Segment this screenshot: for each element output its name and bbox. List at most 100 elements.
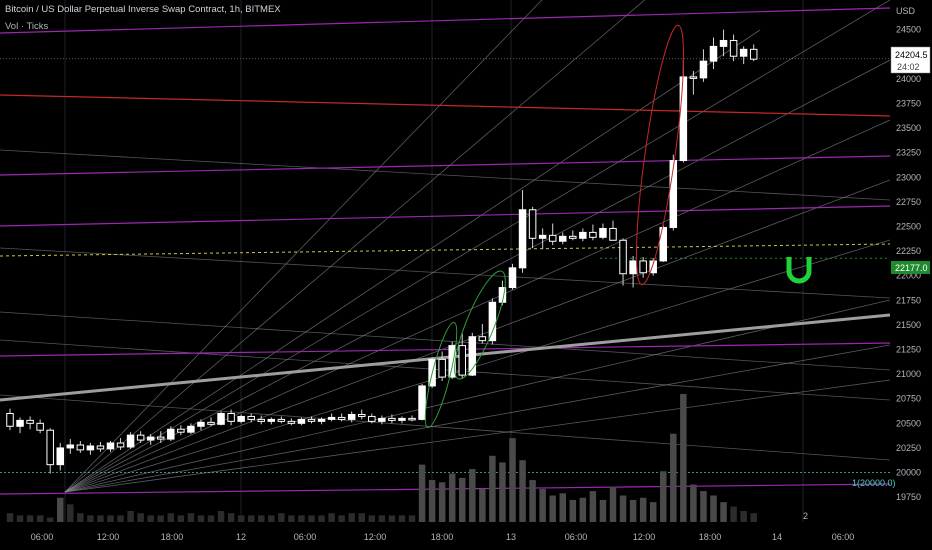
candle-body-up (347, 413, 356, 420)
candle-body-down (247, 415, 255, 420)
magnet-icon[interactable] (786, 257, 812, 284)
volume-bar (36, 515, 44, 522)
candle-body-down (619, 239, 627, 275)
volume-bar (629, 499, 637, 522)
candle-body-down (136, 434, 145, 441)
candle-body-up (398, 417, 406, 421)
candle-body-down (609, 227, 617, 241)
candle-body-up (16, 419, 24, 427)
y-tick-label: 20250 (896, 443, 921, 453)
volume-bar (639, 497, 647, 522)
magenta-level-line (0, 342, 891, 357)
fib-level-label: 1(20000.0) (852, 478, 896, 488)
x-tick-label: 18:00 (431, 532, 454, 542)
price-tags: 24204.5 24:02 22177.0 1(20000.0) 2 (803, 46, 931, 521)
candle-body-up (187, 425, 195, 433)
candle-body-up (106, 442, 115, 450)
x-tick-label: 12:00 (97, 532, 120, 542)
volume-bar (559, 493, 566, 522)
candle-body-up (378, 417, 386, 422)
volume-study-label[interactable]: Vol · Ticks (5, 21, 49, 32)
volume-bar (117, 515, 124, 522)
candle-body-up (659, 226, 667, 262)
candle-body-down (458, 345, 466, 376)
fan-line (64, 299, 891, 493)
candle-body-down (639, 260, 647, 274)
volume-bar (338, 515, 345, 522)
green-ellipse (424, 322, 458, 428)
fan-line (64, 179, 891, 493)
volume-bar (227, 513, 235, 522)
x-tick-label: 12:00 (364, 532, 387, 542)
x-tick-label: 13 (506, 532, 516, 542)
volume-bar (398, 515, 406, 522)
volume-bar (217, 510, 225, 522)
last-price-value: 24204.5 (895, 50, 928, 60)
volume-bar (499, 462, 506, 522)
y-tick-label: 24500 (896, 25, 921, 35)
candle-body-down (368, 415, 376, 422)
x-tick-label: 12 (236, 532, 246, 542)
volume-bar (308, 515, 315, 522)
candle-body-up (317, 418, 326, 422)
volume-bar (418, 464, 426, 522)
volume-bar (328, 513, 335, 522)
x-tick-label: 14 (772, 532, 782, 542)
candle-body-up (669, 160, 678, 228)
candle-body-up (267, 418, 276, 422)
y-tick-label: 20000 (896, 468, 921, 478)
x-tick-label: 06:00 (565, 532, 588, 542)
time-axis[interactable]: 06:00 12:00 18:00 12 06:00 12:00 18:00 13 06:00 1… (31, 532, 855, 542)
volume-bar (348, 513, 355, 522)
green-ellipse (454, 270, 506, 380)
price-axis[interactable]: USD 19750 20000 20250 20500 20750 21000 21250 2… (896, 6, 921, 502)
y-tick-label: 21750 (896, 295, 921, 305)
candle-body-up (418, 385, 426, 420)
volume-bar (268, 515, 275, 522)
volume-bar (16, 515, 24, 522)
fan-line (64, 29, 761, 493)
fan-line (64, 0, 543, 493)
candle-body-down (207, 421, 215, 425)
volume-bar (680, 394, 687, 522)
volume-bar (649, 502, 657, 522)
fan-line (64, 0, 646, 493)
trend-line (0, 247, 891, 299)
candle-body-down (408, 417, 416, 421)
volume-bar (750, 513, 757, 522)
fan-line (64, 59, 891, 493)
volume-bar (619, 495, 627, 522)
volume-bar (187, 513, 195, 522)
annotation-ellipses (424, 24, 685, 428)
candle-body-up (56, 447, 64, 466)
volume-bar (549, 495, 556, 522)
currency-label: USD (896, 6, 916, 16)
y-tick-label: 20750 (896, 394, 921, 404)
y-tick-label: 23750 (896, 98, 921, 108)
volume-bar (740, 510, 747, 522)
candle-body-up (599, 227, 607, 238)
volume-bar (137, 513, 144, 522)
volume-bar (107, 515, 114, 522)
candle-body-up (739, 48, 748, 57)
candle-body-down (277, 418, 286, 422)
candle-body-down (116, 442, 125, 448)
trend-line (0, 311, 891, 371)
candle-body-down (358, 413, 366, 417)
volume-bar (368, 515, 376, 522)
volume-bar (278, 513, 285, 522)
volume-bar (720, 502, 727, 522)
candle-body-down (257, 418, 265, 422)
candle-body-up (699, 60, 708, 79)
x-tick-label: 18:00 (699, 532, 722, 542)
candle-body-up (167, 428, 175, 440)
candle-body-down (287, 420, 296, 424)
volume-bar (177, 515, 185, 522)
volume-bar (6, 513, 14, 522)
volume-bar (670, 433, 677, 522)
symbol-title[interactable]: Bitcoin / US Dollar Perpetual Inverse Sw… (5, 4, 281, 15)
red-ellipse (635, 24, 685, 286)
volume-bar (258, 515, 265, 522)
candle-body-up (126, 434, 135, 448)
